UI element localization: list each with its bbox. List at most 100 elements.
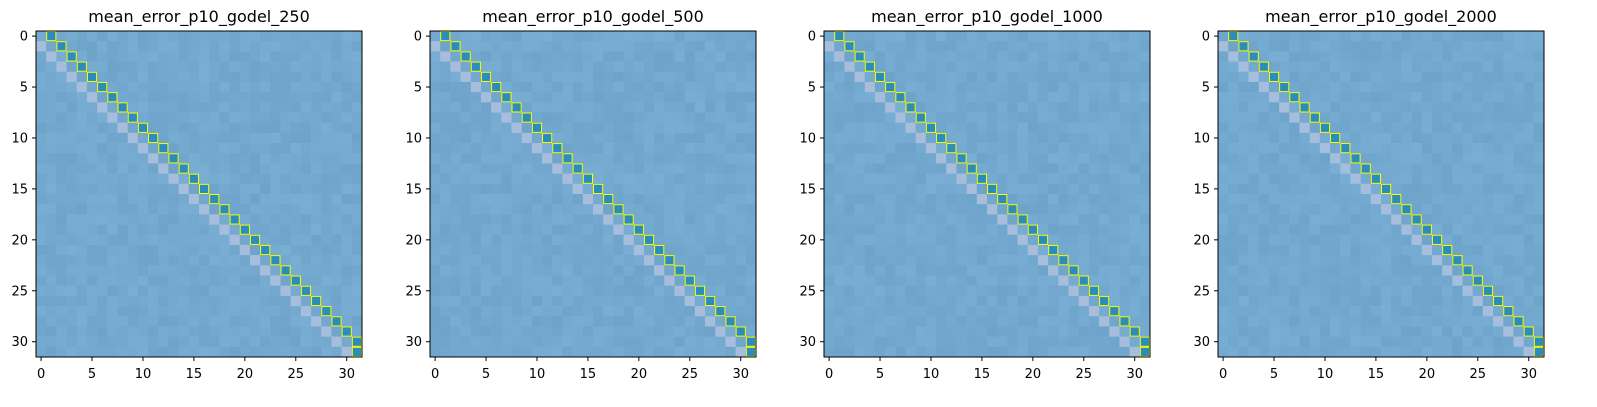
heatmap-cell	[1068, 51, 1080, 62]
heatmap-cell	[854, 122, 866, 134]
heatmap-cell	[725, 183, 736, 195]
heatmap-cell	[966, 143, 978, 154]
heatmap-cell	[844, 346, 855, 358]
heatmap-cell	[725, 194, 736, 205]
heatmap-cell	[97, 132, 108, 144]
heatmap-cell	[613, 92, 624, 103]
heatmap-cell	[66, 102, 78, 113]
heatmap-cell	[199, 346, 210, 358]
heatmap-cell	[280, 112, 292, 124]
axes-frame	[1217, 30, 1545, 358]
heatmap-cell	[905, 346, 917, 358]
heatmap-cell	[915, 112, 927, 124]
heatmap-cell	[1340, 173, 1351, 185]
heatmap-cell	[966, 132, 978, 144]
heatmap-cell	[1268, 173, 1280, 185]
heatmap-cell	[531, 275, 543, 287]
heatmap-cell	[1218, 112, 1229, 124]
heatmap-cell	[341, 244, 353, 256]
heatmap-cell	[280, 224, 292, 236]
heatmap-cell	[1360, 295, 1372, 307]
heatmap-cell	[440, 285, 451, 297]
heatmap-cell	[623, 336, 635, 348]
heatmap-cell	[1421, 224, 1433, 236]
heatmap-cell	[895, 102, 906, 113]
heatmap-cell	[66, 336, 78, 348]
heatmap-cell	[966, 234, 978, 246]
heatmap-cell	[127, 81, 139, 93]
heatmap-cell	[351, 306, 363, 317]
heatmap-cell	[1048, 71, 1059, 83]
heatmap-cell	[440, 173, 451, 185]
heatmap-cell	[178, 102, 190, 113]
heatmap-cell	[956, 224, 967, 236]
heatmap-cell	[1370, 122, 1382, 134]
heatmap-cell	[1058, 285, 1069, 297]
heatmap-cell	[1139, 102, 1151, 113]
heatmap-cell	[1472, 71, 1484, 83]
heatmap-cell	[480, 214, 492, 225]
heatmap-cell	[1109, 244, 1120, 256]
heatmap-cell	[1340, 244, 1351, 256]
heatmap-cell	[168, 183, 179, 195]
heatmap-cell	[158, 81, 169, 93]
heatmap-cell	[1493, 71, 1504, 83]
heatmap-cell	[1238, 306, 1249, 317]
heatmap-cell	[1068, 306, 1080, 317]
heatmap-cell	[76, 102, 88, 113]
heatmap-cell	[987, 153, 998, 164]
heatmap-cell	[987, 102, 998, 113]
heatmap-cell	[249, 153, 261, 164]
heatmap-cell	[531, 224, 543, 236]
heatmap-cell	[1472, 265, 1484, 276]
heatmap-cell	[480, 295, 492, 307]
heatmap-cell	[745, 102, 757, 113]
heatmap-cell	[684, 316, 696, 327]
heatmap-cell	[593, 346, 604, 358]
heatmap-cell	[1099, 204, 1110, 215]
heatmap-cell	[1462, 122, 1474, 134]
heatmap-cell	[188, 275, 200, 287]
heatmap-cell	[1289, 295, 1300, 307]
heatmap-cell	[321, 112, 332, 124]
heatmap-cell	[229, 132, 241, 144]
y-tick-label: 25	[799, 284, 816, 299]
highlight-outline	[239, 224, 250, 235]
highlight-outline	[1309, 112, 1320, 123]
heatmap-cell	[158, 41, 169, 52]
heatmap-cell	[249, 194, 261, 205]
heatmap-cell	[1228, 92, 1239, 103]
heatmap-cell	[249, 51, 261, 62]
heatmap-cell	[834, 143, 845, 154]
heatmap-cell	[844, 183, 855, 195]
heatmap-cell	[915, 122, 927, 134]
heatmap-cell	[1129, 255, 1141, 266]
highlight-outline	[735, 326, 746, 337]
heatmap-cell	[199, 41, 210, 52]
heatmap-cell	[460, 41, 472, 52]
heatmap-cell	[542, 194, 553, 205]
heatmap-cell	[987, 295, 998, 307]
heatmap-cell	[219, 51, 230, 62]
heatmap-cell	[36, 326, 47, 337]
heatmap-cell	[864, 336, 876, 348]
heatmap-cell	[1258, 122, 1270, 134]
heatmap-cell	[1027, 61, 1039, 73]
heatmap-cell	[1248, 122, 1260, 134]
heatmap-cell	[440, 51, 451, 62]
heatmap-cell	[745, 204, 757, 215]
heatmap-cell	[260, 346, 271, 358]
heatmap-cell	[694, 224, 706, 236]
highlight-outline	[97, 81, 108, 93]
heatmap-cell	[66, 234, 78, 246]
heatmap-cell	[331, 316, 342, 327]
x-tick-label: 30	[1520, 367, 1537, 382]
heatmap-cell	[1048, 31, 1059, 42]
heatmap-cell	[603, 102, 614, 113]
heatmap-cell	[1391, 61, 1402, 73]
heatmap-cell	[501, 336, 512, 348]
highlight-outline	[321, 306, 332, 317]
heatmap-cell	[603, 153, 614, 164]
highlight-outline	[260, 244, 271, 256]
heatmap-cell	[521, 306, 533, 317]
